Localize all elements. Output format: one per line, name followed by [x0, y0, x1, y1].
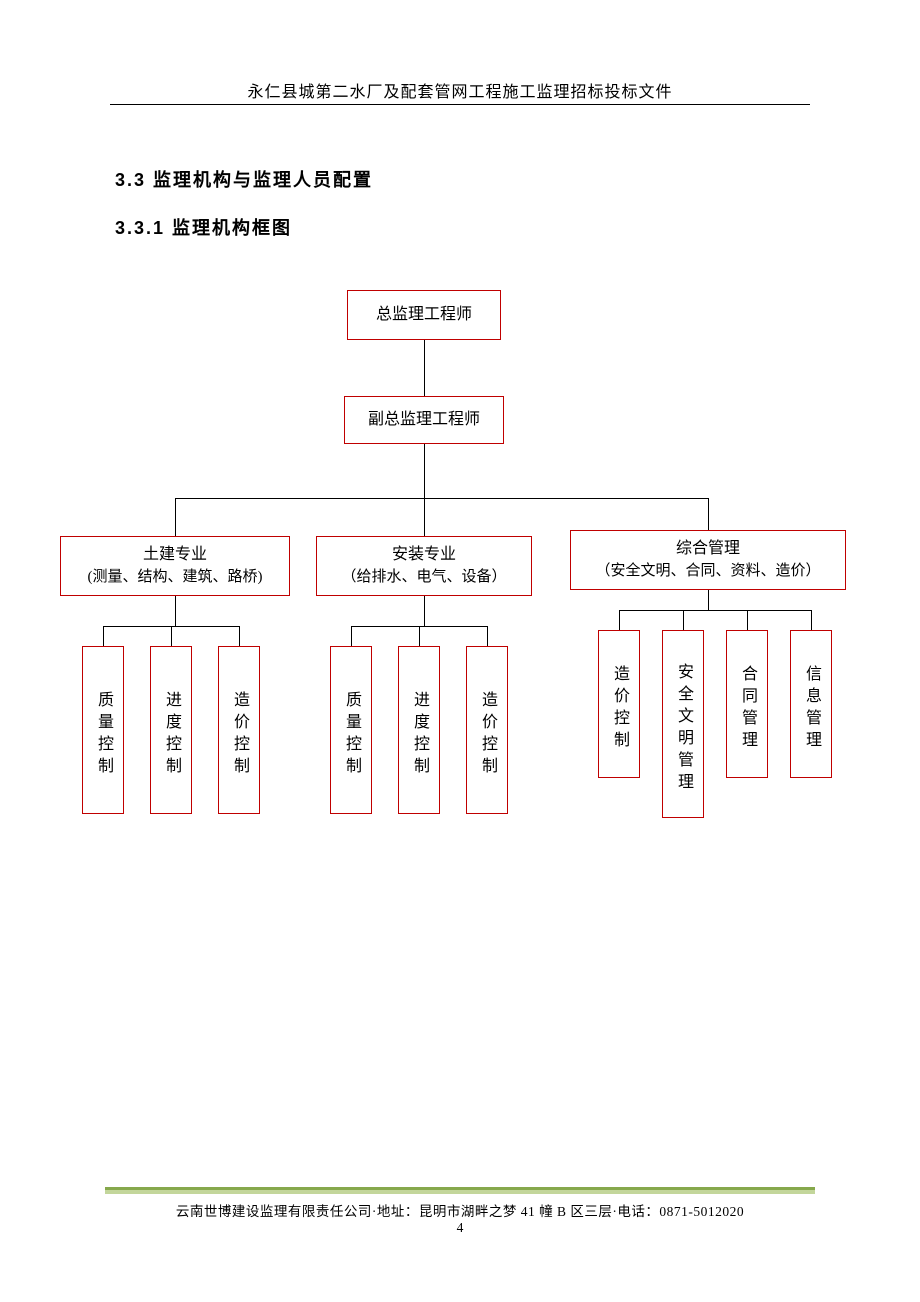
section-heading-3-3: 3.3 监理机构与监理人员配置 [115, 166, 373, 192]
node-leaf-b-0: 质量控制 [330, 646, 372, 814]
page-number: 4 [0, 1220, 920, 1236]
node-leaf-a-0: 质量控制 [82, 646, 124, 814]
footer-divider-bar [105, 1187, 815, 1194]
node-leaf-c-0: 造价控制 [598, 630, 640, 778]
node-leaf-a-1: 进度控制 [150, 646, 192, 814]
node-dept-a: 土建专业(测量、结构、建筑、路桥) [60, 536, 290, 596]
node-deputy-chief-engineer: 副总监理工程师 [344, 396, 504, 444]
document-header-title: 永仁县城第二水厂及配套管网工程施工监理招标投标文件 [0, 78, 920, 102]
node-chief-engineer: 总监理工程师 [347, 290, 501, 340]
footer-text: 云南世博建设监理有限责任公司·地址：昆明市湖畔之梦 41 幢 B 区三层·电话：… [0, 1200, 920, 1220]
node-dept-b: 安装专业（给排水、电气、设备） [316, 536, 532, 596]
node-leaf-c-3: 信息管理 [790, 630, 832, 778]
node-leaf-c-1: 安全文明管理 [662, 630, 704, 818]
node-dept-c: 综合管理（安全文明、合同、资料、造价） [570, 530, 846, 590]
org-chart: 总监理工程师副总监理工程师土建专业(测量、结构、建筑、路桥) 安装专业（给排水、电… [0, 290, 920, 850]
node-leaf-a-2: 造价控制 [218, 646, 260, 814]
node-leaf-b-1: 进度控制 [398, 646, 440, 814]
header-underline [110, 104, 810, 105]
section-heading-3-3-1: 3.3.1 监理机构框图 [115, 214, 292, 240]
node-leaf-b-2: 造价控制 [466, 646, 508, 814]
node-leaf-c-2: 合同管理 [726, 630, 768, 778]
